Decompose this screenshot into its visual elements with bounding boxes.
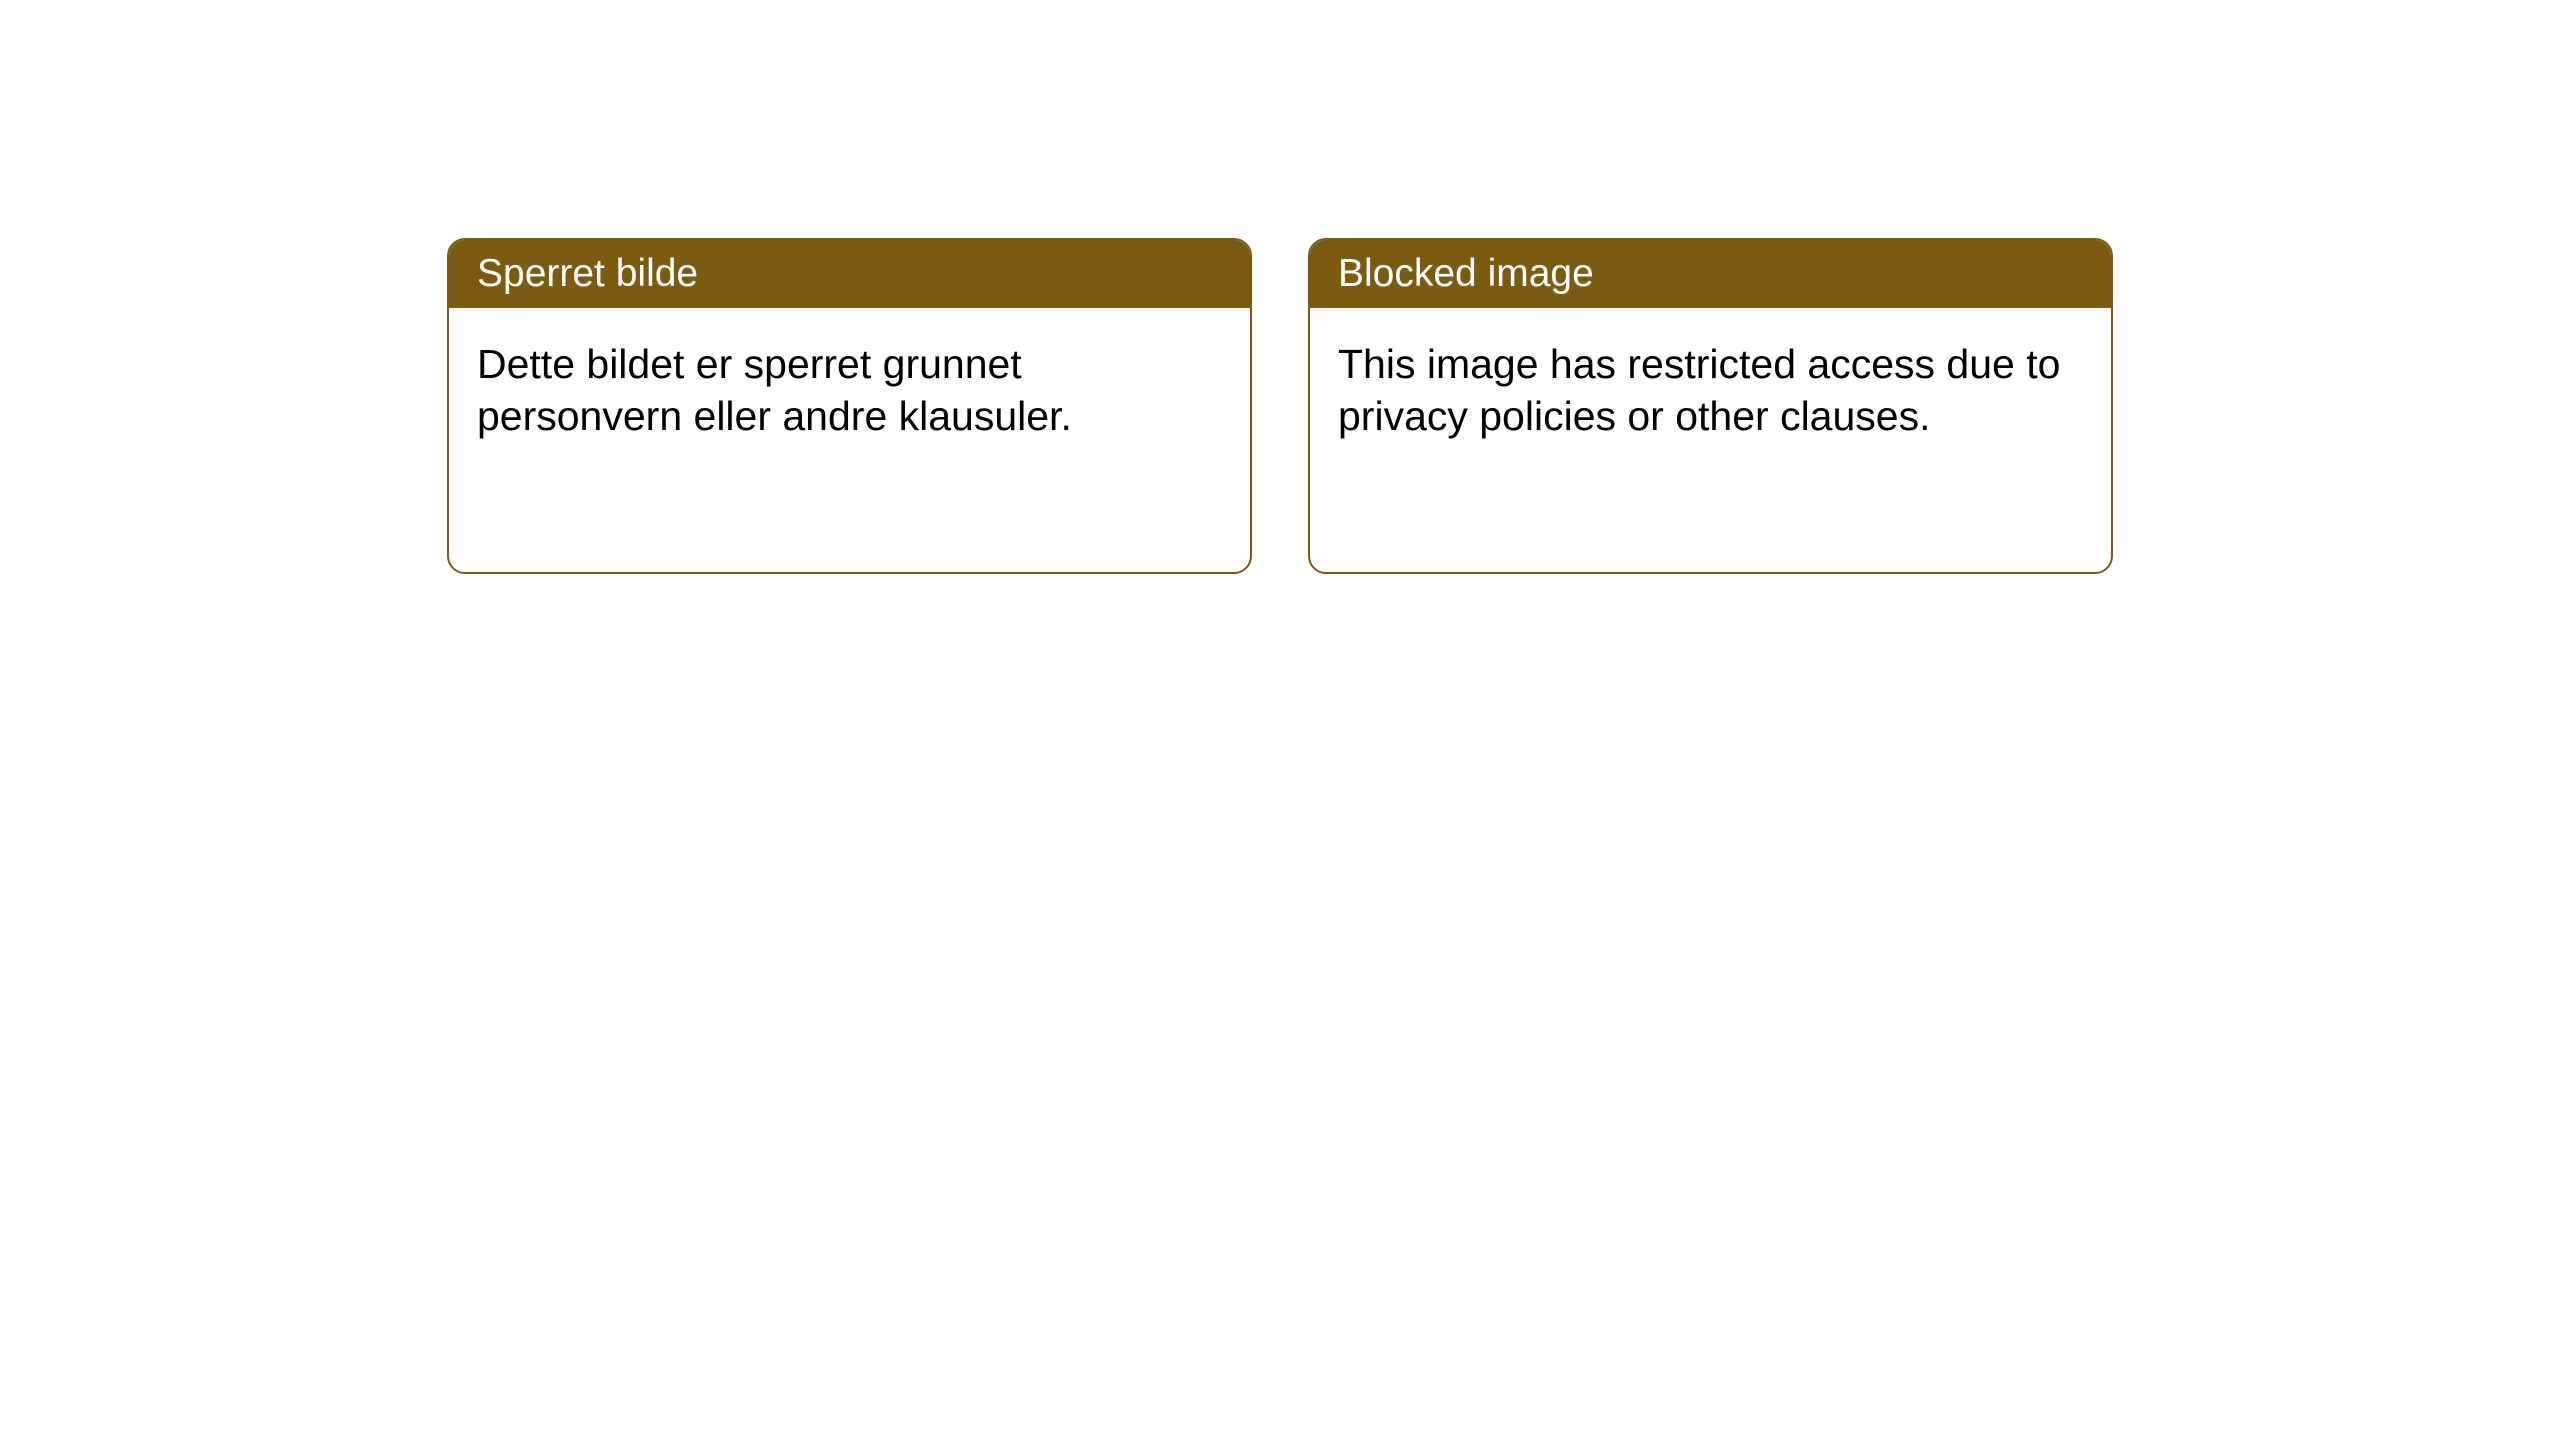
- notice-message-norwegian: Dette bildet er sperret grunnet personve…: [477, 341, 1072, 439]
- notices-container: Sperret bilde Dette bildet er sperret gr…: [447, 238, 2113, 574]
- notice-title-english: Blocked image: [1338, 252, 1594, 295]
- notice-card-norwegian: Sperret bilde Dette bildet er sperret gr…: [447, 238, 1252, 574]
- notice-title-norwegian: Sperret bilde: [477, 252, 698, 295]
- notice-body-english: This image has restricted access due to …: [1310, 308, 2111, 473]
- notice-header-english: Blocked image: [1310, 240, 2111, 308]
- notice-body-norwegian: Dette bildet er sperret grunnet personve…: [449, 308, 1250, 473]
- notice-card-english: Blocked image This image has restricted …: [1308, 238, 2113, 574]
- notice-message-english: This image has restricted access due to …: [1338, 341, 2060, 439]
- notice-header-norwegian: Sperret bilde: [449, 240, 1250, 308]
